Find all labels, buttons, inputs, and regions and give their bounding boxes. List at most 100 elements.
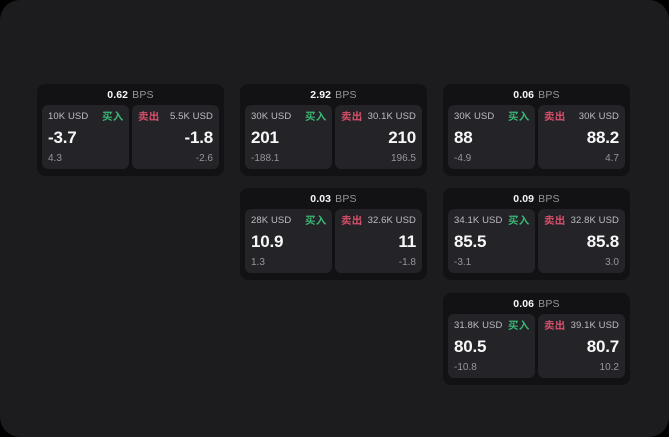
spread-unit-label: BPS (538, 192, 560, 205)
buy-panel-top: 28K USD (251, 215, 326, 226)
sell-panel-top: 30K USD (544, 111, 619, 122)
quote-panels: 34.1K USD 85.5 -3.1 32.8K USD 85.8 3.0 (448, 209, 625, 273)
sell-size: 5.5K USD (169, 111, 213, 122)
spread-unit-label: BPS (335, 192, 357, 205)
sell-label (341, 215, 362, 226)
buy-delta: -188.1 (251, 153, 280, 164)
quote-panels: 30K USD 201 -188.1 30.1K USD 210 196.5 (245, 105, 422, 169)
spread-value: 0.06 (513, 88, 535, 101)
sell-delta: 10.2 (599, 362, 619, 373)
sell-panel[interactable]: 32.8K USD 85.8 3.0 (538, 209, 625, 273)
spread-header: 2.92 BPS (240, 84, 427, 105)
spread-value: 0.09 (513, 192, 535, 205)
sell-delta: 3.0 (605, 257, 619, 268)
sell-panel[interactable]: 39.1K USD 80.7 10.2 (538, 314, 625, 378)
spread-value: 0.03 (310, 192, 332, 205)
spread-header: 0.03 BPS (240, 188, 427, 209)
buy-label (508, 320, 529, 331)
spread-unit-label: BPS (538, 297, 560, 310)
buy-label (508, 215, 529, 226)
sell-panel-top: 39.1K USD (544, 320, 619, 331)
buy-size: 31.8K USD (454, 320, 503, 331)
sell-price: -1.8 (184, 128, 214, 147)
quote-tile[interactable]: 0.03 BPS 28K USD 10.9 1.3 32.6K USD 11 -… (240, 188, 427, 280)
buy-size: 34.1K USD (454, 215, 503, 226)
buy-panel-top: 30K USD (251, 111, 326, 122)
buy-price: 80.5 (454, 337, 487, 356)
buy-panel[interactable]: 31.8K USD 80.5 -10.8 (448, 314, 535, 378)
spread-value: 0.06 (513, 297, 535, 310)
buy-label (305, 111, 326, 122)
buy-price: -3.7 (48, 128, 77, 147)
buy-size: 10K USD (48, 111, 89, 122)
sell-price: 11 (398, 232, 416, 251)
sell-size: 32.8K USD (570, 215, 619, 226)
quote-panels: 31.8K USD 80.5 -10.8 39.1K USD 80.7 10.2 (448, 314, 625, 378)
buy-size: 30K USD (454, 111, 495, 122)
sell-panel[interactable]: 30K USD 88.2 4.7 (538, 105, 625, 169)
buy-panel[interactable]: 30K USD 88 -4.9 (448, 105, 535, 169)
buy-delta: -4.9 (454, 153, 472, 164)
buy-price: 10.9 (251, 232, 284, 251)
buy-panel-top: 30K USD (454, 111, 529, 122)
sell-price: 80.7 (586, 337, 619, 356)
buy-delta: 1.3 (251, 257, 265, 268)
sell-size: 32.6K USD (367, 215, 416, 226)
buy-delta: -3.1 (454, 257, 472, 268)
buy-size: 28K USD (251, 215, 292, 226)
buy-size: 30K USD (251, 111, 292, 122)
sell-size: 30K USD (578, 111, 619, 122)
quote-tile[interactable]: 0.09 BPS 34.1K USD 85.5 -3.1 32.8K USD 8… (443, 188, 630, 280)
spread-unit-label: BPS (538, 88, 560, 101)
sell-price: 88.2 (586, 128, 619, 147)
buy-panel-top: 10K USD (48, 111, 123, 122)
buy-price: 88 (454, 128, 473, 147)
buy-panel[interactable]: 10K USD -3.7 4.3 (42, 105, 129, 169)
buy-delta: -10.8 (454, 362, 477, 373)
spread-header: 0.62 BPS (37, 84, 224, 105)
sell-panel[interactable]: 5.5K USD -1.8 -2.6 (132, 105, 219, 169)
sell-delta: 196.5 (390, 153, 416, 164)
sell-label (544, 111, 565, 122)
sell-panel[interactable]: 32.6K USD 11 -1.8 (335, 209, 422, 273)
buy-panel[interactable]: 30K USD 201 -188.1 (245, 105, 332, 169)
sell-price: 85.8 (586, 232, 619, 251)
spread-value: 0.62 (107, 88, 129, 101)
sell-panel-top: 32.8K USD (544, 215, 619, 226)
sell-delta: 4.7 (605, 153, 619, 164)
sell-delta: -2.6 (195, 153, 213, 164)
sell-panel-top: 30.1K USD (341, 111, 416, 122)
quote-tile[interactable]: 0.62 BPS 10K USD -3.7 4.3 5.5K USD -1.8 … (37, 84, 224, 176)
spread-value: 2.92 (310, 88, 332, 101)
spread-unit-label: BPS (335, 88, 357, 101)
buy-delta: 4.3 (48, 153, 62, 164)
sell-label (544, 215, 565, 226)
spread-unit-label: BPS (132, 88, 154, 101)
spread-header: 0.06 BPS (443, 293, 630, 314)
sell-label (138, 111, 159, 122)
quote-tile[interactable]: 0.06 BPS 30K USD 88 -4.9 30K USD 88.2 4.… (443, 84, 630, 176)
buy-label (102, 111, 123, 122)
buy-panel[interactable]: 28K USD 10.9 1.3 (245, 209, 332, 273)
quote-panels: 28K USD 10.9 1.3 32.6K USD 11 -1.8 (245, 209, 422, 273)
quote-panels: 10K USD -3.7 4.3 5.5K USD -1.8 -2.6 (42, 105, 219, 169)
buy-label (305, 215, 326, 226)
sell-panel-top: 32.6K USD (341, 215, 416, 226)
sell-delta: -1.8 (398, 257, 416, 268)
quote-tile[interactable]: 0.06 BPS 31.8K USD 80.5 -10.8 39.1K USD … (443, 293, 630, 385)
spread-header: 0.06 BPS (443, 84, 630, 105)
sell-label (544, 320, 565, 331)
sell-panel-top: 5.5K USD (138, 111, 213, 122)
buy-label (508, 111, 529, 122)
buy-price: 85.5 (454, 232, 487, 251)
sell-price: 210 (388, 128, 416, 147)
sell-panel[interactable]: 30.1K USD 210 196.5 (335, 105, 422, 169)
buy-panel-top: 34.1K USD (454, 215, 529, 226)
buy-panel[interactable]: 34.1K USD 85.5 -3.1 (448, 209, 535, 273)
spread-header: 0.09 BPS (443, 188, 630, 209)
buy-price: 201 (251, 128, 279, 147)
quote-tile[interactable]: 2.92 BPS 30K USD 201 -188.1 30.1K USD 21… (240, 84, 427, 176)
sell-size: 39.1K USD (570, 320, 619, 331)
sell-size: 30.1K USD (367, 111, 416, 122)
